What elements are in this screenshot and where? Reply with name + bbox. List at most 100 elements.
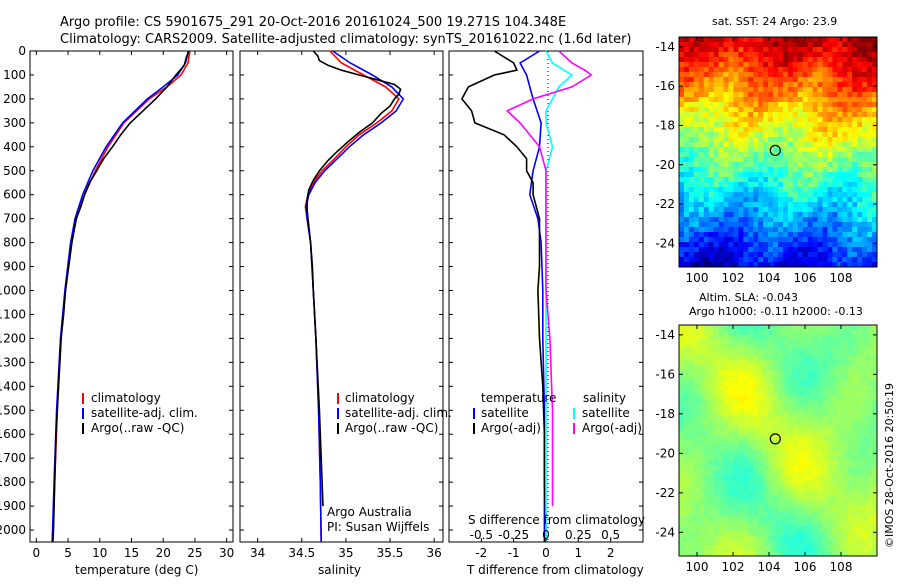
map-cell — [728, 242, 734, 248]
map-cell — [797, 217, 804, 223]
map-cell — [748, 490, 754, 497]
map-cell — [817, 77, 823, 83]
map-cell — [688, 410, 695, 416]
map-cell — [713, 360, 719, 366]
map-cell — [782, 112, 789, 118]
map-cell — [812, 430, 818, 436]
map-cell — [812, 525, 818, 532]
map-cell — [733, 465, 739, 471]
map-cell — [713, 510, 719, 517]
map-cell — [867, 107, 873, 113]
map-cell — [857, 262, 863, 268]
map-cell — [817, 365, 823, 371]
map-cell — [738, 162, 744, 168]
map-cell — [787, 117, 794, 123]
map-cell — [812, 222, 818, 228]
map-cell — [763, 365, 769, 371]
map-cell — [748, 137, 754, 143]
map-cell — [867, 257, 873, 263]
map-cell — [787, 87, 794, 93]
map-cell — [822, 440, 828, 446]
map-cell — [683, 262, 690, 268]
map-cell — [822, 127, 828, 133]
map-cell — [738, 340, 744, 346]
map-cell — [773, 217, 779, 223]
map-cell — [768, 445, 774, 451]
map-cell — [778, 112, 784, 118]
map-cell — [847, 262, 853, 268]
map-cell — [847, 495, 853, 502]
map-cell — [763, 202, 769, 208]
map-cell — [787, 540, 794, 547]
map-cell — [773, 480, 779, 486]
map-cell — [827, 137, 833, 143]
map-cell — [693, 247, 700, 253]
map-cell — [802, 385, 808, 391]
map-cell — [728, 480, 734, 486]
map-cell — [807, 192, 813, 198]
map-cell — [748, 330, 754, 336]
map-cell — [872, 365, 878, 371]
legend-climatology: climatology — [91, 391, 161, 405]
map-cell — [797, 132, 804, 138]
map-cell — [738, 545, 744, 552]
map-cell — [708, 247, 714, 253]
map-cell — [708, 237, 714, 243]
map-cell — [847, 227, 853, 233]
map-cell — [753, 375, 759, 381]
map-cell — [728, 340, 734, 346]
map-cell — [792, 540, 799, 547]
map-cell — [743, 400, 749, 406]
map-cell — [733, 112, 739, 118]
map-cell — [763, 520, 769, 527]
map-cell — [832, 202, 838, 208]
map-cell — [738, 465, 744, 471]
map-cell — [728, 350, 734, 356]
map-cell — [822, 207, 828, 213]
map-cell — [787, 550, 794, 557]
map-cell — [847, 345, 853, 351]
map-cell — [738, 222, 744, 228]
map-cell — [688, 330, 695, 336]
map-cell — [802, 247, 808, 253]
map-cell — [713, 142, 719, 148]
map-cell — [773, 500, 779, 507]
map-cell — [723, 67, 729, 73]
map-cell — [768, 157, 774, 163]
map-cell — [773, 192, 779, 198]
map-cell — [773, 137, 779, 143]
map-cell — [827, 370, 833, 376]
map-cell — [693, 450, 700, 456]
map-cell — [822, 62, 828, 68]
map-cell — [807, 122, 813, 128]
map-cell — [872, 470, 878, 476]
map-cell — [758, 490, 764, 497]
map-cell — [738, 455, 744, 461]
map-cell — [778, 162, 784, 168]
map-cell — [753, 82, 759, 88]
map-cell — [758, 525, 764, 532]
map-cell — [827, 325, 833, 331]
map-cell — [728, 87, 734, 93]
map-cell — [847, 510, 853, 517]
map-cell — [832, 102, 838, 108]
map-cell — [768, 330, 774, 336]
map-cell — [792, 47, 799, 53]
map-cell — [688, 350, 695, 356]
map-cell — [753, 112, 759, 118]
map-cell — [862, 62, 868, 68]
map-cell — [688, 212, 695, 218]
map-cell — [867, 222, 873, 228]
map-cell — [817, 435, 823, 441]
map-cell — [872, 102, 878, 108]
map-cell — [787, 400, 794, 406]
map-cell — [842, 495, 848, 502]
map-cell — [718, 425, 724, 431]
map-cell — [718, 232, 724, 238]
map-cell — [862, 237, 868, 243]
map-cell — [802, 440, 808, 446]
map-cell — [743, 152, 749, 158]
map-cell — [683, 490, 690, 497]
map-cell — [708, 142, 714, 148]
map-cell — [693, 435, 700, 441]
